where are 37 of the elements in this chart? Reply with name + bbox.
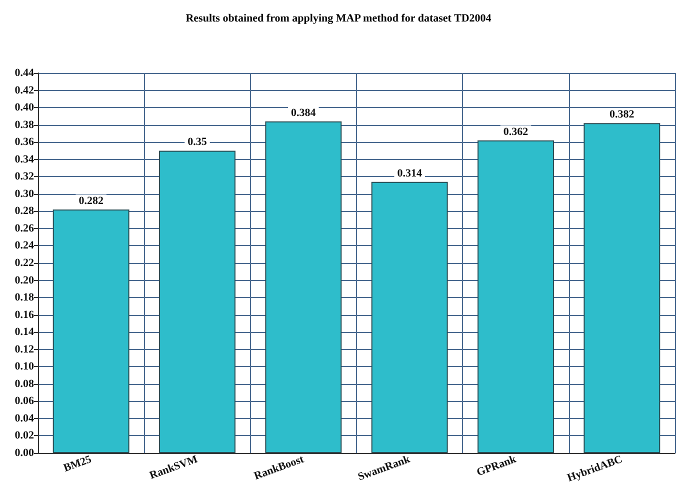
data-label: 0.382	[610, 108, 635, 121]
text: 0.26	[14, 222, 34, 234]
text: 0.06	[14, 395, 34, 408]
bar	[52, 209, 130, 453]
text: 0.32	[14, 170, 34, 183]
text: 0.22	[14, 257, 34, 269]
text: 0.38	[14, 118, 34, 131]
text: 0.20	[14, 274, 34, 286]
data-label: 0.314	[397, 167, 422, 180]
bar	[584, 123, 660, 453]
x-tick-label: BM25	[62, 453, 94, 474]
text: 0.16	[14, 308, 34, 321]
data-label: 0.282	[78, 194, 104, 207]
text: 0.04	[14, 412, 34, 424]
bar	[478, 140, 554, 453]
text: 0.02	[14, 430, 34, 442]
text: 0.10	[14, 360, 34, 373]
text: 0.36	[14, 136, 34, 148]
text: 0.34	[14, 153, 34, 166]
text: 0.24	[14, 240, 34, 252]
data-label: 0.35	[188, 136, 208, 148]
bar	[159, 150, 236, 453]
text: 0.00	[14, 447, 34, 459]
text: 0.18	[14, 292, 34, 304]
text: 0.30	[14, 188, 34, 200]
text: 0.12	[14, 343, 34, 356]
text: 0.44	[14, 67, 34, 79]
data-label: 0.362	[503, 126, 529, 138]
text: 0.42	[14, 84, 34, 96]
data-label: 0.384	[291, 106, 316, 119]
text: 0.28	[14, 205, 34, 218]
text: 0.08	[14, 378, 34, 390]
bar	[371, 182, 448, 453]
text: 0.14	[14, 326, 34, 338]
chart-title: Results obtained from applying MAP method for dataset TD2004	[186, 12, 492, 24]
text: 0.40	[14, 102, 34, 114]
bar	[265, 121, 342, 453]
